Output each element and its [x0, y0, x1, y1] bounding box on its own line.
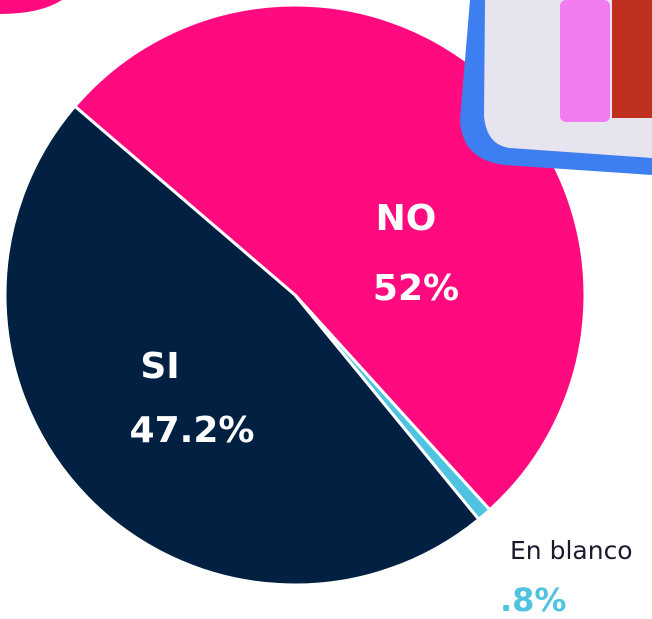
slice-value-label: .8%	[500, 581, 566, 619]
slice-label: En blanco	[510, 536, 633, 565]
decoration	[0, 0, 62, 14]
chart: NO 52% SI 47.2% En blanco .8%	[0, 0, 652, 619]
slice-value-label: 52%	[373, 268, 459, 309]
chart-icon	[460, 0, 652, 175]
page: {"chart_data": {"type": "pie", "categori…	[0, 0, 652, 619]
icon-bar	[612, 0, 652, 118]
slice-value-label: 47.2%	[130, 410, 255, 451]
slice-label: NO	[376, 198, 437, 239]
icon-bar	[560, 0, 610, 122]
slice-label: SI	[140, 346, 179, 387]
